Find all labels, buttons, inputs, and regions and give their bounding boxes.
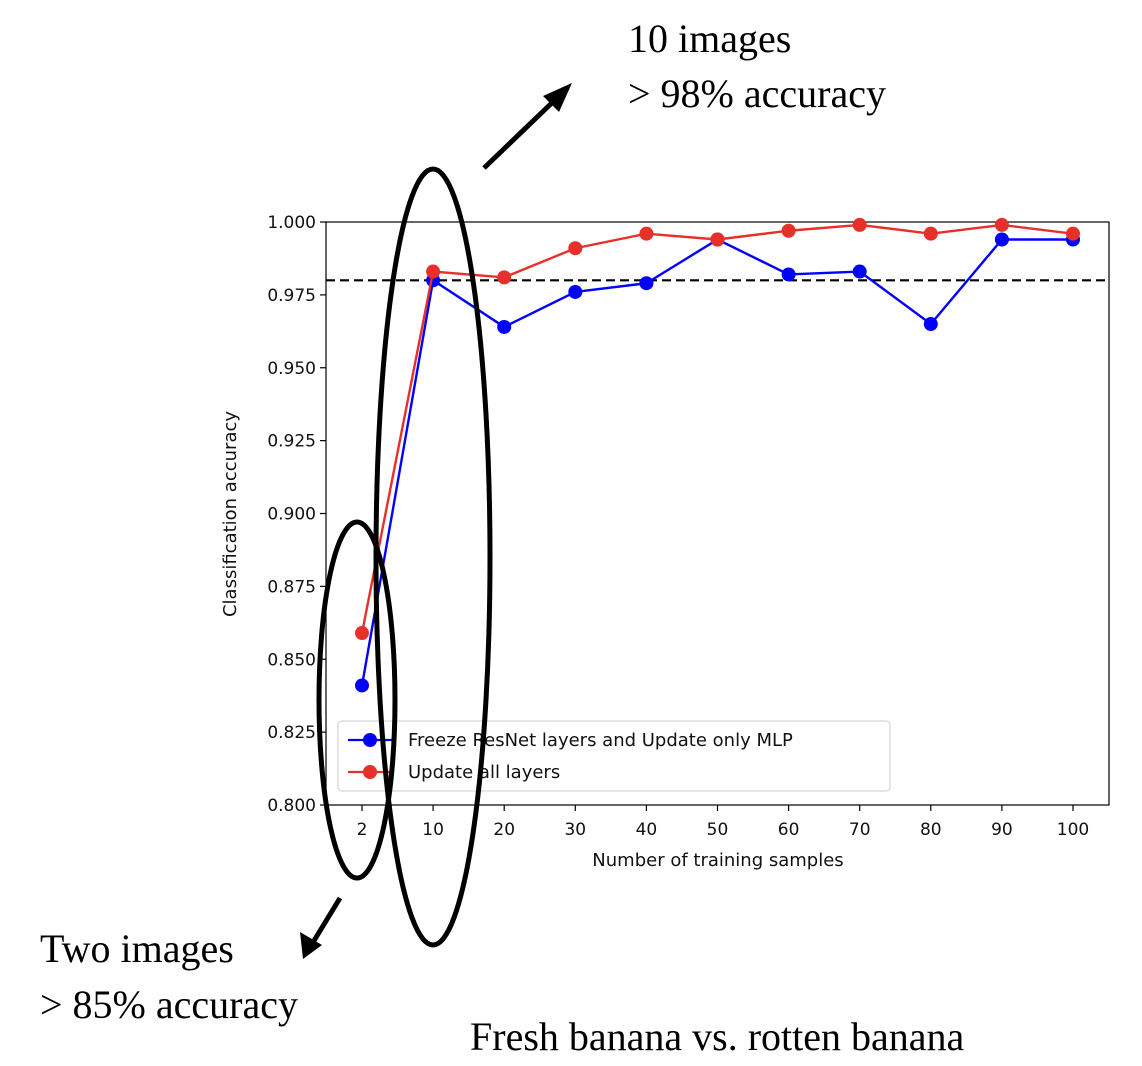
data-point-update-all [923,226,938,241]
data-point-update-all [497,270,512,285]
data-point-update-all [994,217,1009,232]
x-tick-label: 100 [1057,820,1089,840]
x-tick-label: 70 [849,820,871,840]
data-point-update-all [568,241,583,256]
data-point-update-all [710,232,725,247]
y-tick-label: 0.900 [267,505,316,525]
y-tick-label: 0.925 [267,432,316,452]
data-point-update-all [639,226,654,241]
series-group [355,217,1080,693]
y-tick-label: 0.825 [267,723,316,743]
data-point-freeze-mlp [781,267,796,282]
x-tick-label: 90 [991,820,1013,840]
x-tick-label: 10 [422,820,444,840]
x-tick-label: 60 [778,820,800,840]
y-axis-ticks: 0.800 0.825 0.850 0.875 0.900 0.925 0.950 0.975… [267,213,326,816]
series-line-update-all [360,223,1074,634]
data-point-freeze-mlp [852,264,867,279]
x-tick-label: 40 [636,820,658,840]
annotation-top-line1: 10 images [628,16,791,61]
data-point-freeze-mlp [923,317,938,332]
data-point-freeze-mlp [568,284,583,299]
x-tick-label: 20 [493,820,515,840]
x-tick-label: 80 [920,820,942,840]
data-point-freeze-mlp [639,276,654,291]
chart-caption: Fresh banana vs. rotten banana [470,1014,965,1059]
series-line-freeze-mlp [360,238,1073,686]
annotation-bottom-line1: Two images [40,926,234,971]
data-point-update-all [426,264,441,279]
arrow-to-bottom-annotation [300,896,343,959]
x-axis-label: Number of training samples [592,850,843,871]
y-tick-label: 0.850 [267,650,316,670]
y-axis-label: Classification accuracy [220,411,241,617]
legend-marker-freeze [363,733,377,747]
x-tick-label: 2 [357,820,368,840]
legend-box [337,720,891,792]
y-tick-label: 1.000 [267,213,316,233]
x-tick-label: 30 [564,820,586,840]
x-tick-label: 50 [707,820,729,840]
y-tick-label: 0.800 [267,796,316,816]
data-point-freeze-mlp [355,678,369,693]
data-point-update-all [1066,226,1080,241]
y-tick-label: 0.875 [267,577,316,597]
highlight-ellipse-10-samples [373,166,493,948]
highlight-ellipse-2-samples [316,519,398,881]
y-tick-label: 0.975 [267,286,316,306]
plot-frame [325,221,1110,806]
x-axis-ticks: 2 10 20 30 40 50 60 70 80 90 100 [357,805,1089,840]
arrow-to-top-annotation [482,83,572,170]
data-point-update-all [355,626,369,641]
annotation-bottom-line2: > 85% accuracy [40,982,298,1027]
legend-label-freeze: Freeze ResNet layers and Update only MLP [408,730,793,751]
data-point-update-all [781,223,796,238]
y-tick-label: 0.950 [267,359,316,379]
annotation-top-line2: > 98% accuracy [628,71,886,116]
legend-marker-update [363,765,377,779]
data-point-update-all [852,217,867,232]
data-point-freeze-mlp [994,232,1009,247]
data-point-freeze-mlp [497,319,512,334]
legend-label-update: Update all layers [408,762,560,783]
legend: Freeze ResNet layers and Update only MLP… [337,720,891,792]
